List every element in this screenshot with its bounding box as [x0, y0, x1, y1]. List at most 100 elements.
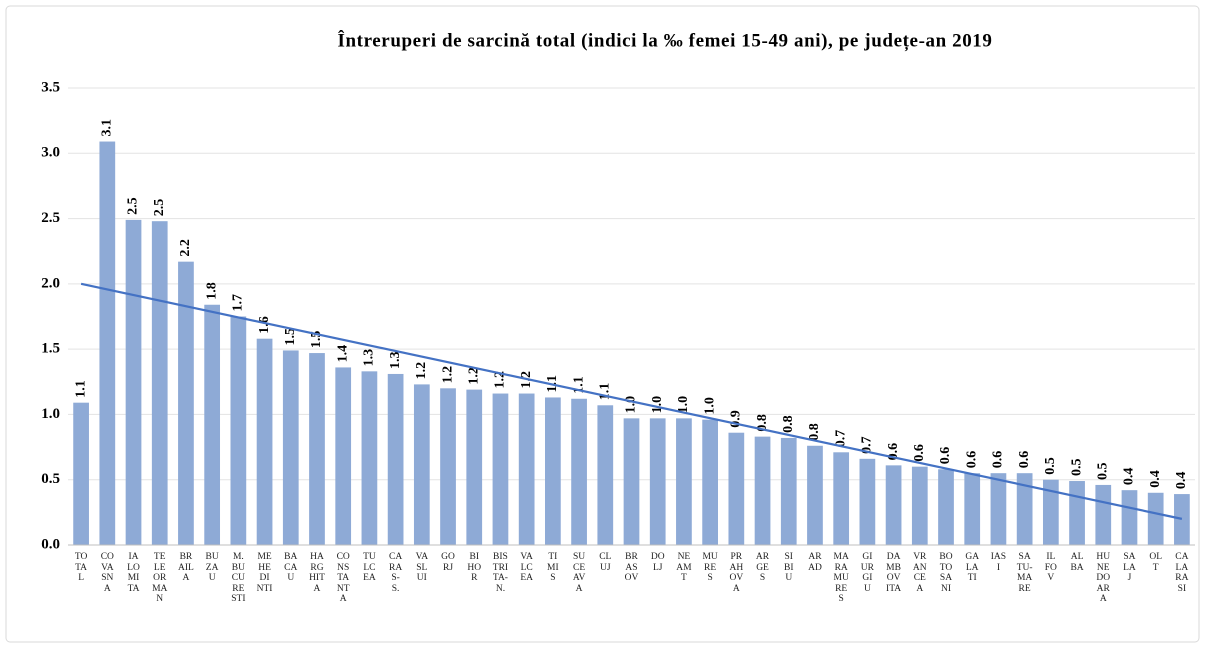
y-tick-label: 0.0 — [41, 536, 60, 552]
bar — [911, 466, 928, 545]
data-label: 1.2 — [440, 366, 455, 384]
data-label: 0.6 — [964, 451, 979, 469]
x-tick-label: TU LC EA — [363, 552, 376, 583]
data-label: 0.5 — [1095, 462, 1110, 480]
x-tick-label: BIS TRI TA- N. — [492, 552, 509, 594]
bar — [1147, 492, 1164, 545]
data-label: 0.6 — [1017, 451, 1032, 469]
data-label: 0.6 — [938, 447, 953, 465]
data-label: 1.2 — [493, 371, 508, 389]
bar — [99, 141, 116, 545]
data-label: 1.5 — [283, 328, 298, 346]
bar — [204, 304, 221, 545]
bar — [754, 436, 771, 545]
data-label: 2.5 — [126, 197, 141, 215]
data-label: 1.0 — [650, 396, 665, 414]
x-tick-label: GA LA TI — [965, 552, 980, 583]
y-tick-label: 3.5 — [41, 79, 60, 95]
x-tick-label: AR AD — [808, 552, 822, 573]
x-tick-label: DO LJ — [650, 552, 665, 573]
x-tick-label: VR AN CE A — [912, 552, 927, 594]
x-tick-label: BA CA U — [284, 552, 298, 583]
x-tick-label: HU NE DO AR A — [1096, 552, 1111, 604]
data-label: 0.6 — [991, 451, 1006, 469]
x-tick-label: GI UR GI U — [860, 552, 874, 594]
bar — [518, 393, 535, 545]
y-tick-label: 1.0 — [41, 406, 60, 422]
bar — [571, 398, 587, 545]
data-label: 0.4 — [1122, 468, 1137, 486]
x-tick-label: BR AIL A — [178, 552, 194, 583]
bar — [492, 393, 509, 545]
bar — [728, 432, 745, 545]
data-label: 0.7 — [833, 430, 848, 448]
bar — [230, 316, 247, 545]
bar — [1095, 484, 1112, 545]
bar — [597, 405, 614, 545]
x-tick-label: CO VA SN A — [100, 552, 114, 594]
data-label: 1.0 — [676, 396, 691, 414]
data-label: 1.0 — [624, 396, 639, 414]
data-label: 1.7 — [231, 294, 246, 312]
data-label: 0.7 — [860, 436, 875, 454]
data-label: 1.2 — [414, 362, 429, 380]
y-tick-label: 1.5 — [41, 341, 60, 357]
data-label: 1.2 — [466, 367, 481, 385]
bar — [1121, 490, 1138, 545]
bar — [282, 350, 299, 545]
x-tick-label: SA LA J — [1123, 552, 1136, 583]
x-tick-label: CA RA S- S. — [389, 552, 403, 594]
x-tick-label: HA RG HIT A — [309, 552, 325, 594]
data-label: 1.6 — [257, 316, 272, 334]
data-label: 0.5 — [1069, 459, 1084, 477]
x-tick-label: OL T — [1149, 552, 1162, 573]
x-tick-label: BU ZA U — [205, 552, 219, 583]
y-tick-label: 2.0 — [41, 275, 60, 291]
data-label: 2.2 — [178, 239, 193, 257]
data-label: 0.8 — [807, 423, 822, 441]
x-tick-label: SA TU- MA RE — [1016, 552, 1033, 594]
data-label: 0.4 — [1148, 470, 1163, 488]
x-tick-label: TO TA L — [74, 552, 88, 583]
bar — [73, 402, 89, 545]
data-label: 1.4 — [335, 345, 350, 363]
bar — [1069, 481, 1085, 545]
data-label: 0.5 — [1043, 457, 1058, 475]
bar — [440, 388, 456, 545]
bar — [885, 465, 902, 545]
x-tick-label: BI HO R — [467, 552, 482, 583]
x-tick-label: VA SL UI — [415, 552, 429, 583]
x-tick-label: MA RA MU RE S — [833, 552, 849, 604]
x-tick-label: ME HE DI NTI — [256, 552, 273, 594]
x-tick-label: GO RJ — [441, 552, 455, 573]
data-label: 0.8 — [781, 415, 796, 433]
bar — [833, 452, 850, 545]
bar — [1042, 479, 1059, 545]
trendline — [80, 282, 1183, 520]
x-tick-label: CO NS TA NT A — [336, 552, 350, 604]
bar — [335, 367, 352, 545]
bar — [466, 389, 483, 545]
data-label: 1.3 — [388, 351, 403, 369]
bar — [938, 469, 954, 545]
x-tick-label: IL FO V — [1044, 552, 1057, 583]
bar — [151, 221, 168, 545]
bar — [676, 418, 692, 545]
x-tick-label: BO TO SA NI — [939, 552, 953, 594]
x-tick-label: IAS I — [990, 552, 1007, 573]
bar — [990, 473, 1007, 545]
x-tick-label: DA MB OV ITA — [886, 552, 902, 594]
x-tick-label: TE LE OR MA N — [152, 552, 168, 604]
y-tick-label: 0.5 — [41, 471, 60, 487]
data-label: 0.8 — [755, 414, 770, 432]
x-tick-label: M. BU CU RE STI — [231, 552, 246, 604]
bar — [780, 437, 797, 545]
x-tick-label: AL BA — [1070, 552, 1084, 573]
bar — [413, 384, 430, 545]
bar — [256, 338, 273, 545]
x-tick-label: PR AH OV A — [729, 552, 744, 594]
bar — [1174, 494, 1190, 545]
x-tick-label: CA LA RA SI — [1175, 552, 1189, 594]
bar — [702, 419, 718, 545]
